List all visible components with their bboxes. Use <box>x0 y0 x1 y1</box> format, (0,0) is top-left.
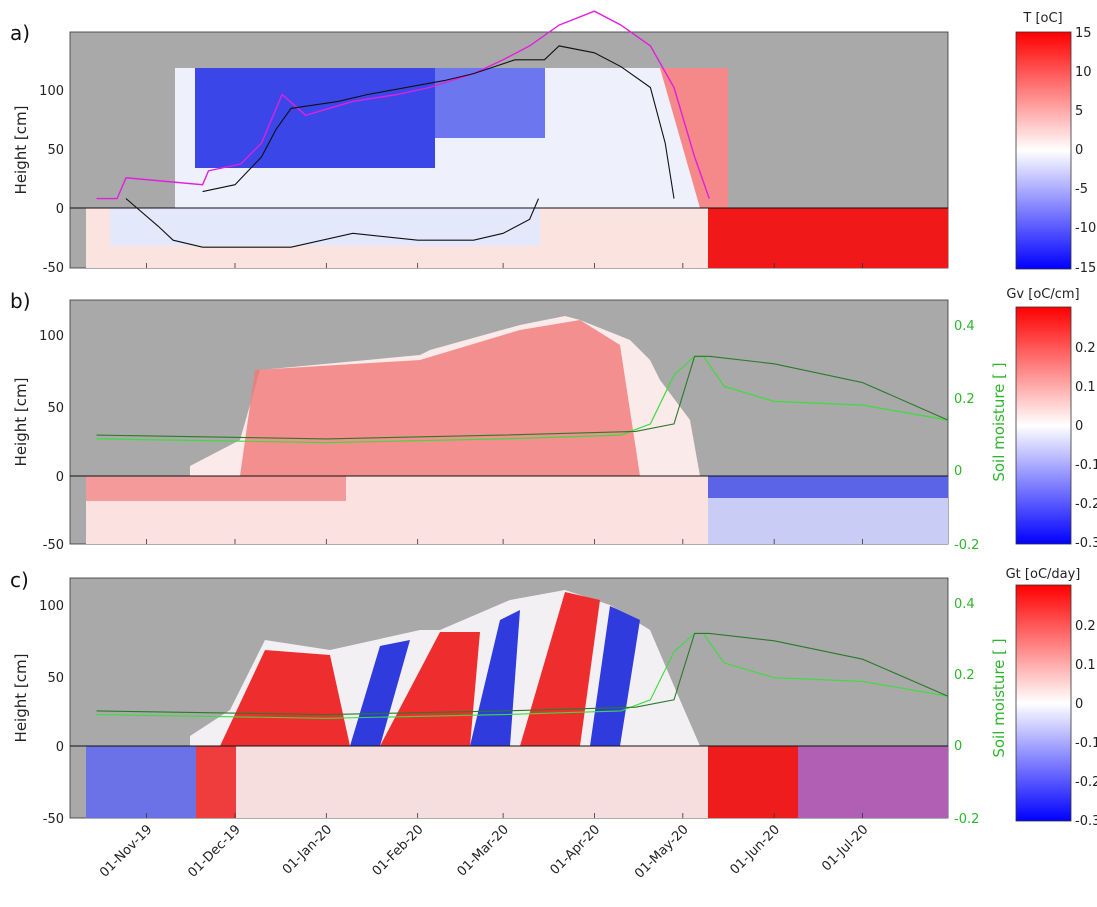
colorbar-c-tick: 0.1 <box>1075 658 1096 673</box>
panel-label-a: a) <box>10 21 30 45</box>
panel-c-y2tick: 0 <box>954 739 962 754</box>
colorbar-b <box>1015 306 1072 545</box>
x-tick-label: 01-Apr-20 <box>547 822 603 878</box>
colorbar-a-tick: 15 <box>1075 26 1092 41</box>
x-tick-label: 01-Dec-19 <box>185 822 243 880</box>
panel-a-snow-surface-line <box>202 45 675 199</box>
panel-a-ytick: 100 <box>39 84 64 99</box>
panel-a-snow-depth-line <box>96 10 710 200</box>
panel-b-ytick: -50 <box>43 538 64 553</box>
panel-a-summer-warm <box>708 208 948 268</box>
colorbar-a-title: T [oC] <box>1022 11 1062 26</box>
panel-b-ytick: 0 <box>56 470 64 485</box>
colorbar-a-tick: 0 <box>1075 143 1083 158</box>
colorbar-c-title: Gt [oC/day] <box>1006 567 1081 582</box>
colorbar-a-tick: -15 <box>1075 261 1096 276</box>
panel-c-ytick: -50 <box>43 812 64 827</box>
panel-b-soil-moisture-light <box>96 355 949 444</box>
panel-c-summer-red <box>708 746 798 818</box>
x-tick-label: 01-Jul-20 <box>819 822 871 874</box>
panel-c-y2tick: 0.2 <box>954 668 975 683</box>
panel-a-ytick: 50 <box>47 143 64 158</box>
colorbar-b-tick: 0 <box>1075 419 1083 434</box>
panel-a-ytick: -50 <box>43 261 64 276</box>
x-tick-label: 01-Jan-20 <box>280 822 335 877</box>
panel-b-y2label: Soil moisture [ ] <box>990 362 1008 481</box>
x-tick-label: 01-Mar-20 <box>455 822 512 879</box>
panel-c-ylabel: Height [cm] <box>12 654 30 743</box>
colorbar-a-tick: -5 <box>1075 182 1088 197</box>
panel-c-soil-moisture-line <box>96 632 949 719</box>
colorbar-b-tick: -0.2 <box>1075 497 1097 512</box>
panel-b-warm-gradient <box>240 320 640 476</box>
panel-c-blue-bands <box>350 606 640 746</box>
x-tick-label: 01-May-20 <box>632 822 691 881</box>
colorbar-c-tick: -0.3 <box>1075 814 1097 829</box>
panel-a-cold-snow <box>195 68 435 168</box>
panel-b-y2tick: 0.2 <box>954 392 975 407</box>
colorbar-c-tick: -0.2 <box>1075 775 1097 790</box>
x-tick-label: 01-Nov-19 <box>97 822 155 880</box>
panel-c-summer-mixed <box>798 746 948 818</box>
x-tick-label: 01-Feb-20 <box>370 822 427 879</box>
panel-c-soil-early-cold <box>86 746 196 818</box>
panel-a-ytick: 0 <box>56 202 64 217</box>
panel-a-frost-depth-line <box>125 198 540 248</box>
panel-b: b) Height [cm] 100 50 0 -50 0.4 0.2 0 -0… <box>10 287 1097 553</box>
panel-c-ytick: 50 <box>47 671 64 686</box>
panel-a: a) Height [cm] 100 50 0 -50 T [oC] 15 10… <box>10 10 1096 276</box>
panel-b-ytick: 100 <box>39 329 64 344</box>
panel-b-ytick: 50 <box>47 401 64 416</box>
panel-b-y2tick: -0.2 <box>954 538 979 553</box>
colorbar-c-tick: -0.1 <box>1075 736 1097 751</box>
panel-b-y2tick: 0.4 <box>954 319 975 334</box>
panel-a-warm-fringe <box>660 68 728 208</box>
colorbar-b-title: Gv [oC/cm] <box>1006 287 1079 302</box>
panel-c-soil-moisture-line <box>96 632 949 716</box>
panel-b-ylabel: Height [cm] <box>12 378 30 467</box>
x-tick-label: 01-Jun-20 <box>728 822 784 878</box>
panel-c-red-bands <box>220 592 600 746</box>
panel-label-c: c) <box>10 568 29 592</box>
colorbar-c-tick: 0 <box>1075 697 1083 712</box>
colorbar-a-tick: 5 <box>1075 104 1083 119</box>
colorbar-a-tick: -10 <box>1075 221 1096 236</box>
colorbar-b-tick: 0.1 <box>1075 380 1096 395</box>
panel-b-soil-moisture-dark <box>96 355 949 440</box>
panel-a-ylabel: Height [cm] <box>12 106 30 195</box>
panel-c-y2tick: 0.4 <box>954 597 975 612</box>
panel-c-y2label: Soil moisture [ ] <box>990 638 1008 757</box>
colorbar-a-tick: 10 <box>1075 65 1092 80</box>
colorbar-c-tick: 0.2 <box>1075 619 1096 634</box>
panel-c-ytick: 0 <box>56 740 64 755</box>
colorbar-b-tick: -0.3 <box>1075 536 1097 551</box>
colorbar-b-tick: -0.1 <box>1075 458 1097 473</box>
colorbar-b-tick: 0.2 <box>1075 341 1096 356</box>
panel-c-y2tick: -0.2 <box>954 812 979 827</box>
panel-b-y2tick: 0 <box>954 464 962 479</box>
panel-c: c) Height [cm] 100 50 0 -50 0.4 0.2 0 -0… <box>10 567 1097 829</box>
panel-c-ytick: 100 <box>39 599 64 614</box>
panel-label-b: b) <box>10 289 31 313</box>
colorbar-a <box>1015 31 1072 270</box>
panel-b-soil-top-warm <box>86 476 346 501</box>
panel-b-summer-cold-top <box>708 476 948 498</box>
colorbar-c <box>1015 584 1072 822</box>
panel-c-soil-warm-streak <box>196 746 236 818</box>
